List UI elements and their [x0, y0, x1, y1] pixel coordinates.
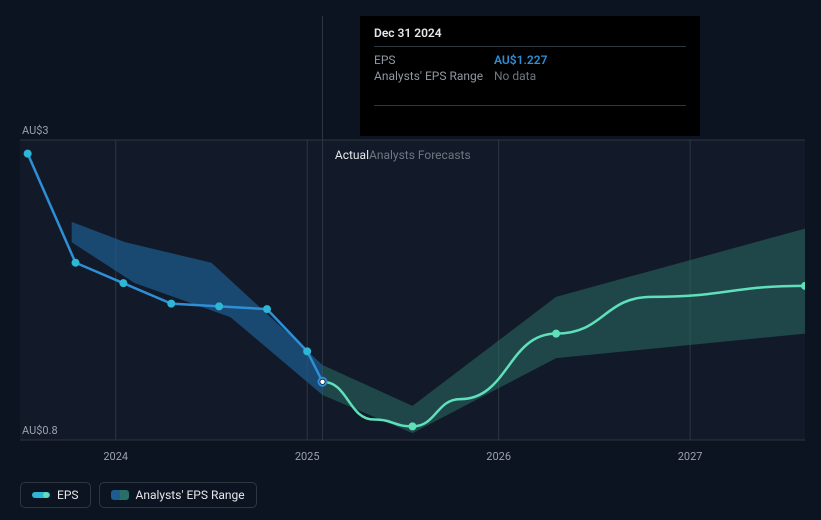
tooltip-date: Dec 31 2024	[374, 26, 686, 40]
eps-dot-icon	[43, 492, 49, 498]
tooltip-label-range: Analysts' EPS Range	[374, 69, 494, 83]
y-tick-bottom: AU$0.8	[22, 424, 58, 437]
legend-label-range: Analysts' EPS Range	[136, 488, 245, 502]
tooltip-value-eps: AU$1.227	[494, 53, 547, 67]
tooltip-row-range: Analysts' EPS Range No data	[374, 69, 686, 83]
tooltip-label-eps: EPS	[374, 53, 494, 67]
tooltip-value-range: No data	[494, 69, 536, 83]
legend-eps[interactable]: EPS	[20, 482, 91, 508]
tooltip: Dec 31 2024 EPS AU$1.227 Analysts' EPS R…	[360, 16, 700, 136]
container: AU$3 AU$0.8 2024 2025 2026 2027 Actual A…	[0, 0, 821, 520]
x-tick-2025: 2025	[295, 450, 320, 463]
forecasts-label: Analysts Forecasts	[369, 148, 471, 162]
tooltip-divider-bottom	[374, 105, 686, 106]
x-tick-2026: 2026	[486, 450, 511, 463]
legend: EPS Analysts' EPS Range	[20, 482, 257, 508]
x-tick-2024: 2024	[103, 450, 128, 463]
range-swatch-icon	[111, 490, 129, 500]
legend-range[interactable]: Analysts' EPS Range	[99, 482, 257, 508]
actual-label: Actual	[335, 148, 369, 162]
tooltip-row-eps: EPS AU$1.227	[374, 53, 686, 67]
y-tick-top: AU$3	[22, 124, 49, 137]
tooltip-divider	[374, 46, 686, 47]
legend-label-eps: EPS	[57, 488, 79, 502]
x-tick-2027: 2027	[678, 450, 703, 463]
